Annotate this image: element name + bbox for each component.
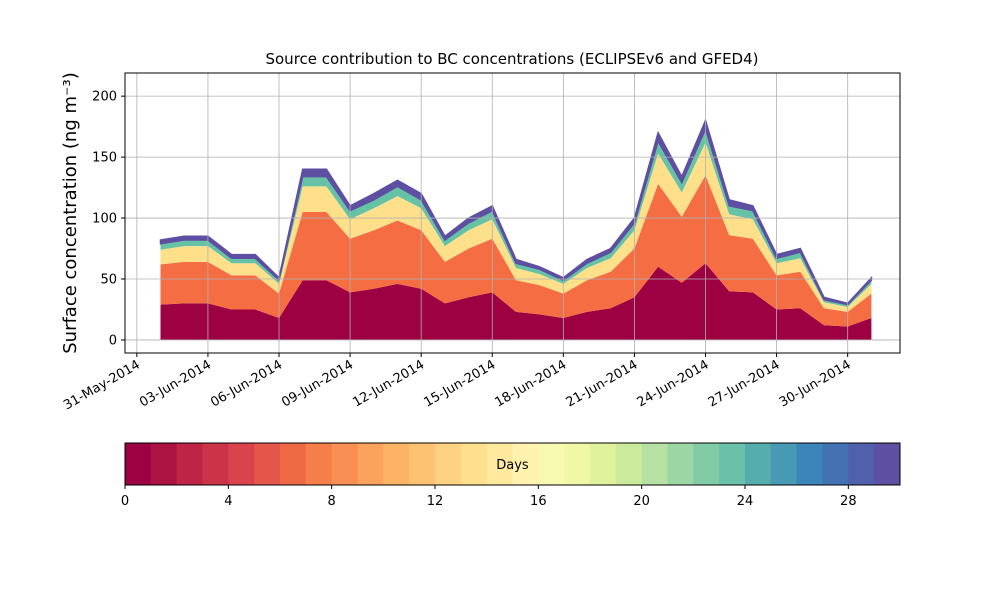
colorbar-bin — [848, 443, 875, 485]
colorbar-bin — [719, 443, 746, 485]
colorbar-bin — [874, 443, 901, 485]
colorbar-tick-label: 0 — [121, 494, 129, 509]
colorbar-bin — [150, 443, 178, 485]
colorbar-bin — [254, 443, 281, 485]
colorbar-bin — [615, 443, 643, 485]
colorbar-bin — [770, 443, 798, 485]
colorbar-label: Days — [496, 458, 529, 473]
chart-title: Source contribution to BC concentrations… — [265, 50, 758, 68]
area-layer — [160, 175, 872, 327]
colorbar-bin — [305, 443, 333, 485]
y-tick-label: 150 — [92, 151, 117, 166]
colorbar-tick-label: 12 — [427, 494, 444, 509]
plot-frame — [124, 72, 901, 354]
colorbar-bin — [486, 443, 513, 485]
y-tick-label: 0 — [109, 333, 117, 348]
colorbar-bin — [357, 443, 384, 485]
area-layer — [159, 118, 873, 306]
colorbar-bin — [331, 443, 358, 485]
y-axis-label: Surface concentration (ng m⁻³) — [60, 72, 81, 354]
area-layer — [160, 142, 872, 312]
colorbar-bin — [512, 443, 539, 485]
colorbar-tick-label: 28 — [840, 494, 857, 509]
y-tick-label: 200 — [92, 90, 117, 105]
colorbar-bin — [667, 443, 694, 485]
colorbar-bin — [693, 443, 720, 485]
y-tick-label: 50 — [100, 273, 117, 288]
colorbar-bin — [564, 443, 591, 485]
colorbar-bin — [228, 443, 255, 485]
colorbar-bin — [409, 443, 436, 485]
colorbar-bin — [590, 443, 617, 485]
colorbar-bin — [538, 443, 565, 485]
colorbar-tick-label: 8 — [328, 494, 336, 509]
colorbar-tick-label: 4 — [224, 494, 232, 509]
colorbar-bin — [125, 443, 152, 485]
colorbar-tick-label: 16 — [530, 494, 547, 509]
colorbar-frame — [124, 442, 901, 486]
colorbar-bin — [383, 443, 410, 485]
colorbar-bin — [202, 443, 229, 485]
colorbar-tick-label: 24 — [737, 494, 754, 509]
colorbar-bin — [460, 443, 488, 485]
colorbar-tick-label: 20 — [633, 494, 650, 509]
y-tick-label: 100 — [92, 212, 117, 227]
colorbar-bin — [435, 443, 462, 485]
colorbar-bin — [796, 443, 823, 485]
colorbar-bin — [280, 443, 307, 485]
colorbar-bin — [176, 443, 203, 485]
area-layer — [160, 263, 872, 340]
colorbar-bin — [641, 443, 668, 485]
colorbar-bin — [822, 443, 849, 485]
colorbar-bin — [745, 443, 772, 485]
